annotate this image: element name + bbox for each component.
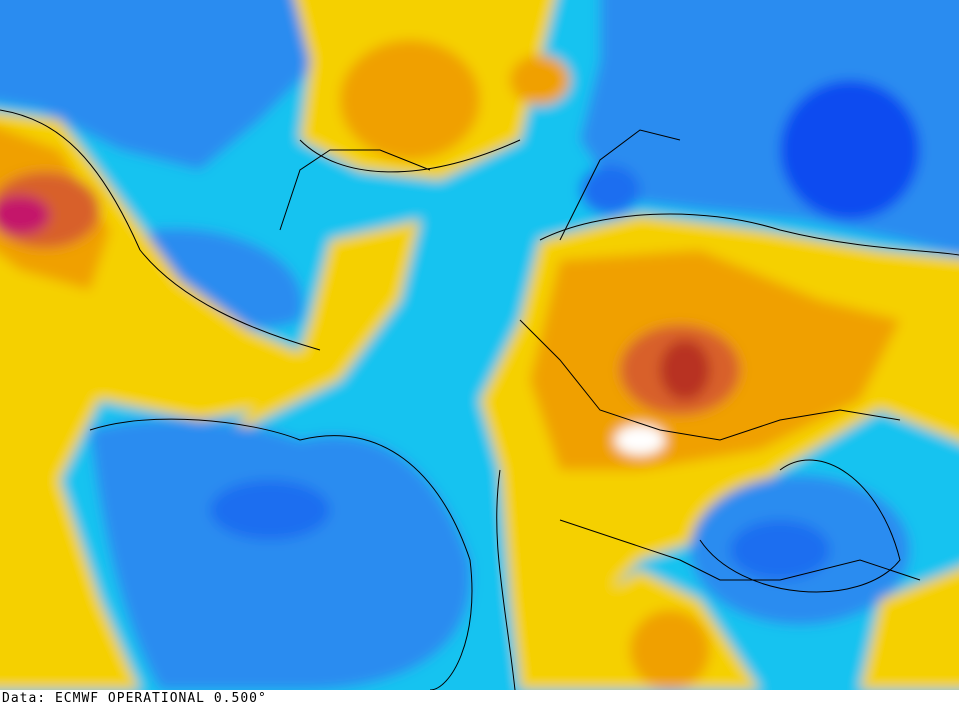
field-yellow xyxy=(860,568,959,690)
contour-line xyxy=(89,418,473,690)
contour-line xyxy=(539,213,959,256)
contours xyxy=(0,109,959,690)
data-source: Data: ECMWF OPERATIONAL 0.500° xyxy=(2,691,267,706)
contour-line xyxy=(0,109,321,351)
field-blue xyxy=(0,0,328,170)
field-blue xyxy=(90,419,472,690)
coastline xyxy=(559,519,921,581)
anomaly-map xyxy=(0,0,959,690)
field-red xyxy=(660,340,710,400)
field-white xyxy=(615,425,665,455)
field-magenta xyxy=(0,195,50,235)
contour-line xyxy=(299,139,521,173)
anomaly-fields xyxy=(0,0,959,690)
field-deep-blue xyxy=(580,165,640,215)
coastline xyxy=(279,149,431,231)
field-orange xyxy=(340,40,480,160)
field-deep-blue xyxy=(730,520,830,580)
contour-line xyxy=(496,469,516,690)
coastline xyxy=(559,129,681,241)
field-orange xyxy=(630,610,710,690)
field-deep-blue xyxy=(780,80,920,220)
field-orange xyxy=(510,55,570,105)
field-deep-blue xyxy=(210,480,330,540)
coastline xyxy=(519,319,901,441)
